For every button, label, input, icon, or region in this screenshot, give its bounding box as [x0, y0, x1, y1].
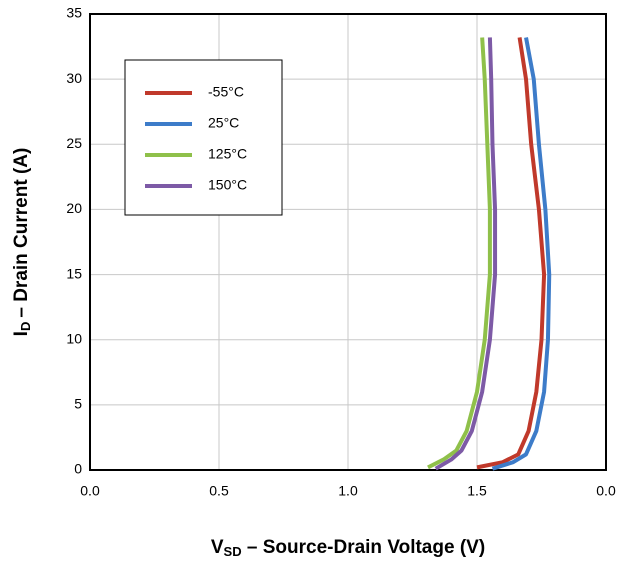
x-tick-label: 0.0: [596, 483, 616, 499]
x-tick-label: 0.0: [80, 483, 100, 499]
x-label-main: V: [211, 537, 224, 558]
y-axis-label: ID – Drain Current (A): [11, 148, 33, 337]
legend-label: 150°C: [208, 177, 247, 193]
y-tick-label: 35: [66, 5, 82, 21]
y-tick-label: 5: [74, 396, 82, 412]
y-tick-label: 20: [66, 200, 82, 216]
series-line: [434, 37, 498, 471]
x-label-rest: – Source-Drain Voltage (V): [242, 537, 486, 558]
legend-box: [124, 59, 283, 216]
legend-label: -55°C: [208, 84, 244, 100]
x-label-sub: SD: [224, 544, 242, 559]
legend-label: 25°C: [208, 115, 239, 131]
x-tick-label: 1.5: [467, 483, 487, 499]
y-tick-label: 10: [66, 330, 82, 346]
plot-border: [89, 13, 607, 471]
x-tick-label: 0.5: [209, 483, 229, 499]
series-line: [491, 37, 552, 471]
legend-label: 125°C: [208, 146, 247, 162]
x-axis-label: VSD – Source-Drain Voltage (V): [211, 537, 485, 559]
y-label-main: I: [11, 331, 32, 336]
x-tick-label: 1.0: [338, 483, 358, 499]
y-tick-label: 25: [66, 135, 82, 151]
y-label-rest: – Drain Current (A): [11, 148, 32, 318]
y-label-sub: D: [18, 322, 33, 331]
y-tick-label: 0: [74, 461, 82, 477]
series-line: [427, 37, 492, 470]
y-tick-label: 30: [66, 70, 82, 86]
y-tick-label: 15: [66, 265, 82, 281]
series-line: [476, 37, 547, 470]
